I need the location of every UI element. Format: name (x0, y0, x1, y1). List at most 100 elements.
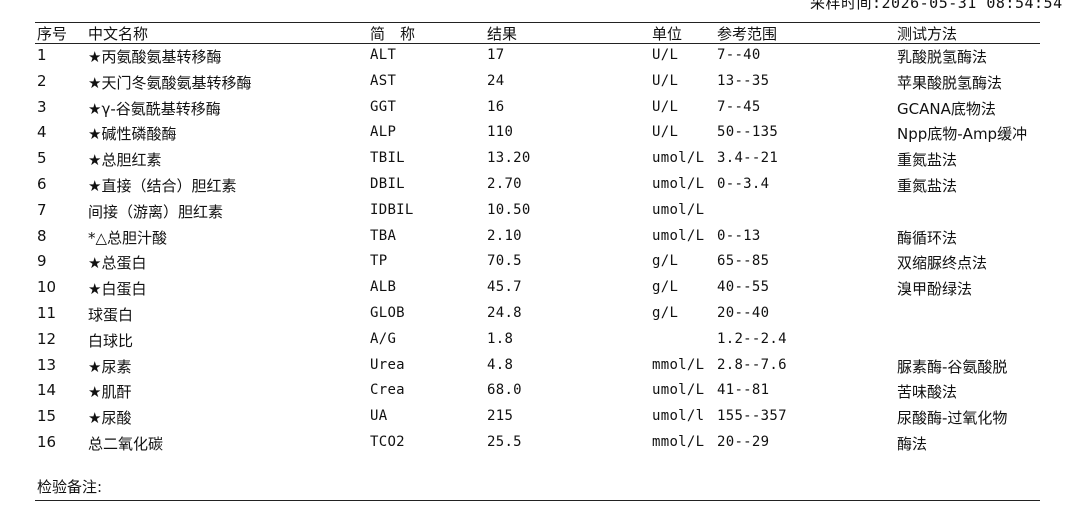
row-name: *△总胆汁酸 (88, 228, 168, 247)
row-name: ★白蛋白 (88, 280, 147, 299)
header-index: 序号 (37, 25, 68, 43)
table-row: 5 ★总胆红素 TBIL 13.20 umol/L 3.4--21 重氮盐法 (0, 147, 1080, 173)
row-reference: 2.8--7.6 (717, 356, 787, 373)
footer-rule (35, 500, 1040, 501)
table-row: 6 ★直接（结合）胆红素 DBIL 2.70 umol/L 0--3.4 重氮盐… (0, 173, 1080, 199)
row-result: 17 (487, 47, 505, 63)
row-unit: U/L (652, 72, 679, 89)
row-method: 苦味酸法 (897, 383, 958, 402)
row-reference: 20--40 (717, 304, 770, 321)
row-result: 24 (487, 72, 505, 89)
row-index: 3 (37, 97, 47, 116)
row-name: 总二氧化碳 (88, 434, 164, 453)
table-row: 16 总二氧化碳 TCO2 25.5 mmol/L 20--29 酶法 (0, 431, 1080, 457)
row-abbr: TP (370, 253, 388, 270)
header-unit: 单位 (652, 25, 683, 43)
row-reference: 0--13 (717, 227, 761, 244)
row-abbr: A/G (370, 330, 397, 347)
row-unit: U/L (652, 98, 679, 115)
row-reference: 3.4--21 (717, 150, 779, 167)
header-abbr: 简 称 (370, 25, 416, 43)
row-unit: g/L (652, 253, 679, 270)
table-row: 3 ★γ-谷氨酰基转移酶 GGT 16 U/L 7--45 GCANA底物法 (0, 96, 1080, 122)
row-unit: g/L (652, 304, 679, 321)
row-unit: umol/L (652, 201, 705, 218)
row-unit: umol/L (652, 175, 705, 192)
row-unit: g/L (652, 279, 679, 296)
row-method: 双缩脲终点法 (897, 254, 988, 273)
row-result: 4.8 (487, 356, 514, 373)
row-method: 乳酸脱氢酶法 (897, 48, 988, 66)
row-unit: mmol/L (652, 433, 705, 450)
row-name: ★γ-谷氨酰基转移酶 (88, 99, 221, 118)
table-row: 13 ★尿素 Urea 4.8 mmol/L 2.8--7.6 脲素酶-谷氨酸脱 (0, 354, 1080, 380)
row-name: ★尿酸 (88, 409, 132, 428)
row-method: Npp底物-Amp缓冲 (897, 125, 1028, 144)
row-name: 白球比 (88, 331, 134, 350)
table-row: 4 ★碱性磷酸酶 ALP 110 U/L 50--135 Npp底物-Amp缓冲 (0, 121, 1080, 147)
row-abbr: DBIL (370, 175, 405, 192)
table-row: 11 球蛋白 GLOB 24.8 g/L 20--40 (0, 302, 1080, 328)
row-unit: umol/L (652, 150, 705, 167)
row-name: ★丙氨酸氨基转移酶 (88, 48, 222, 66)
row-unit: umol/l (652, 408, 705, 425)
row-reference: 0--3.4 (717, 175, 770, 192)
header-result: 结果 (487, 25, 518, 43)
header-method: 测试方法 (897, 25, 958, 43)
row-unit: U/L (652, 124, 679, 141)
row-name: ★总胆红素 (88, 151, 162, 170)
row-name: ★肌酐 (88, 383, 132, 402)
row-result: 110 (487, 124, 514, 141)
row-method: 重氮盐法 (897, 176, 958, 195)
row-unit: umol/L (652, 382, 705, 399)
row-result: 25.5 (487, 433, 522, 450)
row-result: 13.20 (487, 150, 531, 167)
header-bottom-rule (35, 43, 1040, 44)
row-index: 4 (37, 123, 47, 142)
row-reference: 41--81 (717, 382, 770, 399)
row-reference: 20--29 (717, 433, 770, 450)
row-name: ★总蛋白 (88, 254, 147, 273)
table-row: 15 ★尿酸 UA 215 umol/l 155--357 尿酸酶-过氧化物 (0, 405, 1080, 431)
row-name: 球蛋白 (88, 305, 134, 324)
row-index: 12 (37, 329, 57, 348)
row-index: 15 (37, 407, 57, 426)
row-method: 尿酸酶-过氧化物 (897, 409, 1008, 428)
table-header: 序号 中文名称 简 称 结果 单位 参考范围 测试方法 (0, 22, 1080, 43)
row-index: 10 (37, 278, 57, 297)
row-reference: 7--45 (717, 98, 761, 115)
header-name: 中文名称 (88, 25, 149, 43)
row-abbr: TCO2 (370, 433, 405, 450)
row-method: GCANA底物法 (897, 99, 996, 118)
row-index: 11 (37, 303, 57, 322)
row-abbr: ALT (370, 47, 397, 63)
row-result: 68.0 (487, 382, 522, 399)
row-reference: 155--357 (717, 408, 787, 425)
results-table-body: 1 ★丙氨酸氨基转移酶 ALT 17 U/L 7--40 乳酸脱氢酶法 2 ★天… (0, 44, 1080, 457)
row-name: ★碱性磷酸酶 (88, 125, 177, 144)
row-method: 酶循环法 (897, 228, 958, 247)
row-result: 45.7 (487, 279, 522, 296)
row-unit: mmol/L (652, 356, 705, 373)
row-abbr: GLOB (370, 304, 405, 321)
header-reference: 参考范围 (717, 25, 778, 43)
row-method: 脲素酶-谷氨酸脱 (897, 357, 1008, 376)
row-result: 2.10 (487, 227, 522, 244)
table-row: 2 ★天门冬氨酸氨基转移酶 AST 24 U/L 13--35 苹果酸脱氢酶法 (0, 70, 1080, 96)
table-row: 9 ★总蛋白 TP 70.5 g/L 65--85 双缩脲终点法 (0, 250, 1080, 276)
row-method: 苹果酸脱氢酶法 (897, 73, 1003, 92)
row-abbr: ALB (370, 279, 397, 296)
row-result: 16 (487, 98, 505, 115)
row-abbr: IDBIL (370, 201, 414, 218)
header-top-rule (35, 22, 1040, 23)
table-row: 8 *△总胆汁酸 TBA 2.10 umol/L 0--13 酶循环法 (0, 225, 1080, 251)
row-abbr: UA (370, 408, 388, 425)
table-row: 14 ★肌酐 Crea 68.0 umol/L 41--81 苦味酸法 (0, 379, 1080, 405)
row-abbr: GGT (370, 98, 397, 115)
row-result: 2.70 (487, 175, 522, 192)
row-unit: U/L (652, 47, 679, 63)
row-method: 溴甲酚绿法 (897, 280, 973, 299)
sample-time: 采样时间:2026-05-31 08:54:54 (810, 0, 1063, 12)
row-reference: 1.2--2.4 (717, 330, 787, 347)
